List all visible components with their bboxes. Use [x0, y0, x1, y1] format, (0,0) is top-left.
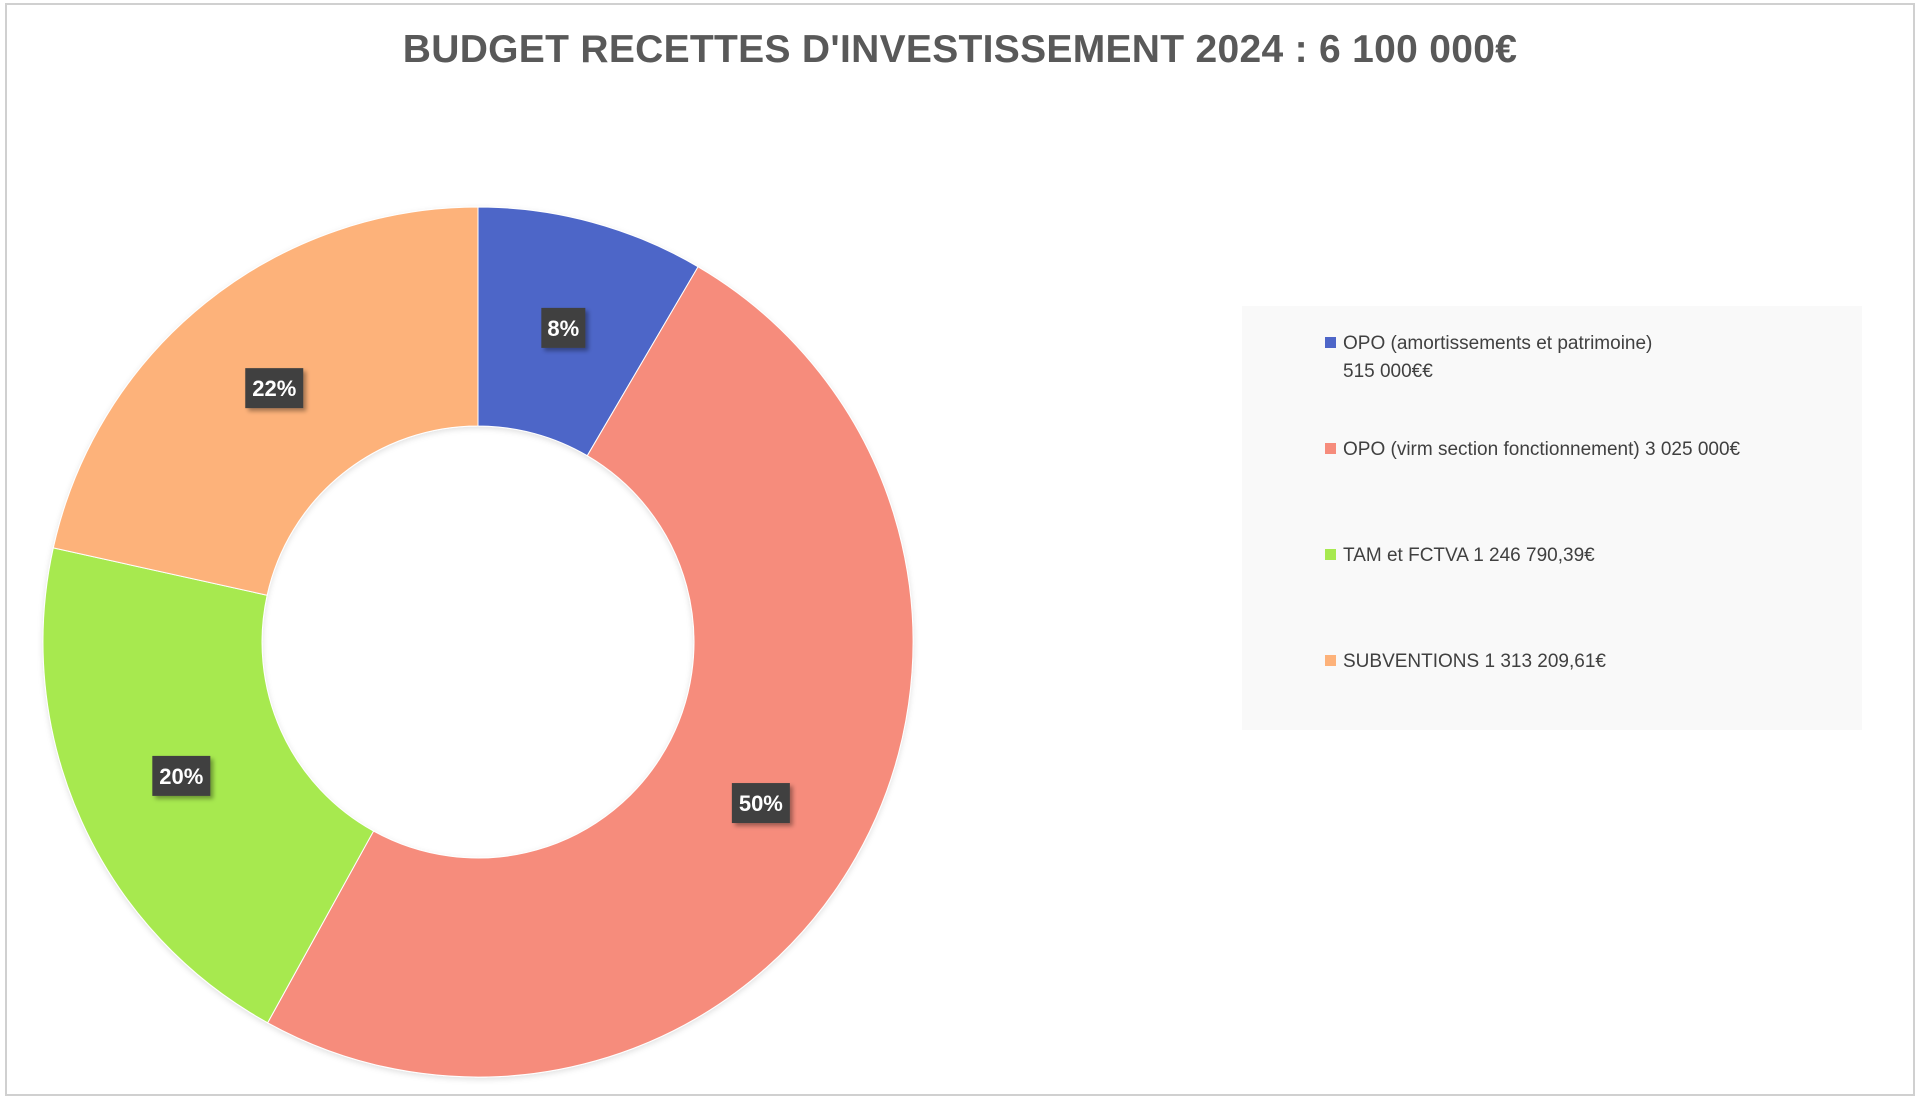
legend-item-subventions: SUBVENTIONS 1 313 209,61€	[1325, 648, 1813, 676]
legend-swatch	[1325, 337, 1336, 348]
data-label-text: 8%	[547, 316, 579, 341]
legend-label: OPO (virm section fonctionnement) 3 025 …	[1343, 439, 1741, 460]
legend-item-opo-virm: OPO (virm section fonctionnement) 3 025 …	[1325, 436, 1813, 464]
data-label-opo-virm: 50%	[731, 783, 790, 824]
data-label-text: 20%	[159, 764, 203, 789]
legend-swatch	[1325, 549, 1336, 560]
data-label-subventions: 22%	[245, 368, 304, 409]
legend-label: OPO (amortissements et patrimoine) 515 0…	[1343, 333, 1653, 382]
data-label-tam-fctva: 20%	[152, 755, 211, 796]
data-label-box	[731, 783, 790, 824]
legend-swatch	[1325, 443, 1336, 454]
legend-label: SUBVENTIONS 1 313 209,61€	[1343, 651, 1606, 672]
donut-slices	[42, 206, 914, 1078]
data-label-opo-amortissements: 8%	[541, 307, 586, 348]
legend: OPO (amortissements et patrimoine) 515 0…	[1242, 306, 1862, 730]
legend-item-tam-fctva: TAM et FCTVA 1 246 790,39€	[1325, 542, 1813, 570]
data-label-box	[541, 307, 586, 348]
legend-item-opo-amortissements: OPO (amortissements et patrimoine) 515 0…	[1325, 330, 1813, 386]
slice-opo-virm	[266, 266, 914, 1078]
chart-title: BUDGET RECETTES D'INVESTISSEMENT 2024 : …	[402, 28, 1518, 71]
data-labels: 8% 50% 20% 22%	[152, 307, 790, 824]
data-label-text: 22%	[252, 376, 296, 401]
legend-label: TAM et FCTVA 1 246 790,39€	[1343, 545, 1595, 566]
legend-swatch	[1325, 655, 1336, 666]
data-label-text: 50%	[739, 791, 783, 816]
data-label-box	[152, 755, 211, 796]
data-label-box	[245, 368, 304, 409]
